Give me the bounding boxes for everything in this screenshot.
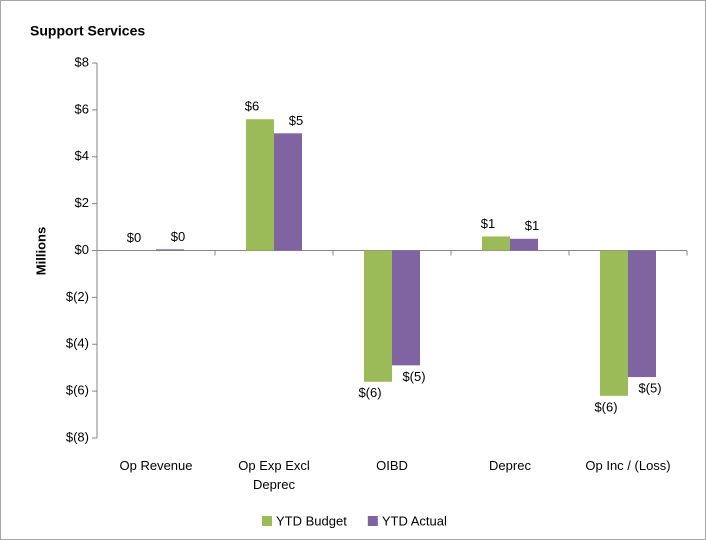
bar bbox=[246, 119, 274, 251]
data-label: $0 bbox=[171, 229, 185, 244]
x-tick-label: OIBD bbox=[376, 457, 408, 473]
legend-label: YTD Budget bbox=[276, 513, 347, 528]
y-tick-label: $(8) bbox=[66, 429, 89, 444]
bar bbox=[156, 249, 184, 251]
chart-title: Support Services bbox=[30, 23, 145, 39]
y-tick-label: $0 bbox=[75, 242, 89, 257]
bar bbox=[482, 236, 510, 251]
x-tick-label: Op Inc / (Loss) bbox=[585, 457, 671, 473]
y-tick-label: $(4) bbox=[66, 336, 89, 351]
y-axis-label: Millions bbox=[33, 227, 48, 275]
data-label: $(5) bbox=[402, 369, 425, 384]
legend-swatch bbox=[367, 516, 378, 526]
data-label: $1 bbox=[525, 218, 539, 233]
y-tick-label: $4 bbox=[75, 148, 89, 163]
x-tick-label: Op Exp Excl Deprec bbox=[238, 457, 310, 492]
data-label: $5 bbox=[289, 113, 303, 128]
bar bbox=[274, 133, 302, 251]
y-tick-label: $2 bbox=[75, 195, 89, 210]
y-tick-label: $8 bbox=[75, 54, 89, 69]
data-label: $1 bbox=[481, 216, 495, 231]
legend-swatch bbox=[262, 516, 272, 526]
bar bbox=[628, 250, 656, 378]
x-tick-label: Op Revenue bbox=[119, 457, 193, 473]
data-label: $6 bbox=[245, 99, 259, 114]
data-label: $0 bbox=[127, 230, 141, 245]
y-tick-label: $6 bbox=[75, 101, 89, 116]
data-label: $(6) bbox=[358, 385, 381, 400]
y-tick-label: $(2) bbox=[66, 289, 89, 304]
bar bbox=[364, 250, 392, 382]
bar bbox=[392, 250, 420, 366]
x-tick-label: Deprec bbox=[489, 457, 531, 473]
bar bbox=[600, 250, 628, 396]
data-label: $(6) bbox=[594, 399, 617, 414]
y-tick-label: $(6) bbox=[66, 383, 89, 398]
bar bbox=[510, 238, 538, 251]
data-label: $(5) bbox=[638, 381, 661, 396]
legend-label: YTD Actual bbox=[382, 513, 447, 528]
